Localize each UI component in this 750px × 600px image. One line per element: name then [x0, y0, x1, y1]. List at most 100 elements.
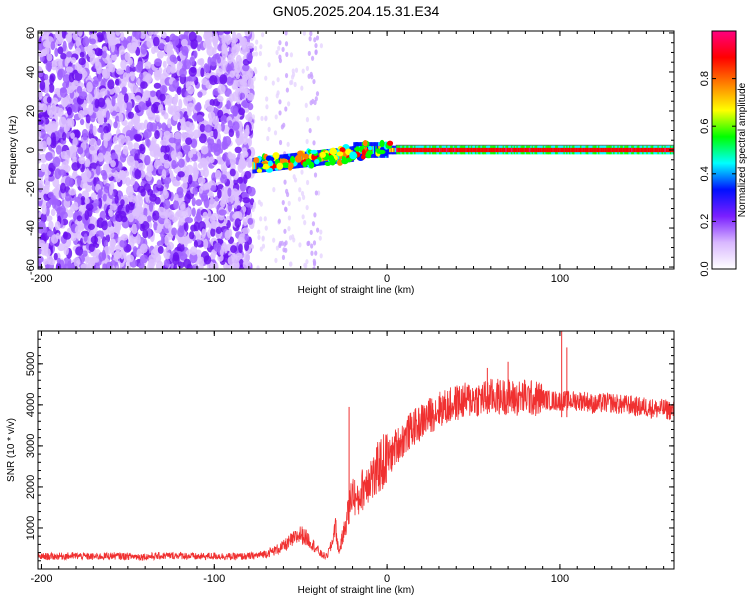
signal-cell [418, 147, 421, 153]
noise-blob [310, 74, 314, 80]
noise-blob [245, 157, 253, 168]
noise-blob [125, 135, 131, 146]
noise-blob [287, 215, 292, 221]
noise-blob [55, 262, 62, 269]
noise-blob [128, 57, 133, 66]
signal-cell [599, 147, 602, 153]
signal-cell [429, 147, 432, 153]
noise-blob [221, 186, 227, 197]
noise-blob [283, 179, 287, 185]
signal-cell [604, 147, 608, 153]
signal-blob [377, 149, 386, 155]
signal-cell [408, 147, 411, 153]
signal-cell [459, 147, 462, 153]
noise-blob [95, 165, 101, 176]
noise-blob [212, 143, 222, 152]
noise-blob [213, 242, 222, 253]
noise-blob [115, 244, 121, 253]
noise-blob [174, 193, 179, 201]
noise-blob [278, 139, 283, 146]
noise-blob [105, 110, 110, 120]
signal-blob [341, 158, 349, 165]
noise-blob [88, 243, 95, 252]
noise-blob [220, 115, 228, 125]
noise-blob [301, 214, 305, 220]
signal-cell [546, 147, 549, 153]
noise-blob [63, 263, 70, 269]
signal-cell [658, 147, 661, 153]
noise-blob [148, 201, 154, 212]
signal-cell [255, 161, 258, 170]
signal-cell [450, 147, 453, 153]
noise-blob [157, 245, 164, 254]
signal-blob [302, 161, 308, 168]
noise-blob [264, 116, 268, 122]
noise-blob [146, 215, 152, 223]
noise-blob [217, 31, 224, 36]
signal-cell [643, 147, 646, 153]
signal-cell [662, 147, 666, 153]
noise-blob [76, 175, 82, 187]
signal-blob [253, 157, 260, 164]
signal-cell [553, 147, 556, 153]
noise-blob [309, 100, 313, 106]
noise-blob [307, 50, 311, 57]
noise-blob [79, 118, 85, 126]
noise-blob [86, 81, 93, 93]
noise-blob [228, 128, 235, 138]
signal-cell [420, 147, 424, 153]
noise-blob [290, 79, 294, 85]
y-tick-label: -60 [25, 259, 37, 275]
noise-blob [138, 262, 145, 269]
noise-blob [192, 187, 198, 195]
noise-blob [178, 215, 185, 226]
noise-blob [130, 72, 135, 82]
noise-blob [50, 104, 57, 115]
noise-blob [284, 72, 289, 79]
signal-cell [490, 147, 493, 153]
noise-blob [38, 232, 41, 241]
noise-blob [289, 261, 293, 267]
noise-blob [207, 138, 215, 146]
noise-blob [138, 216, 144, 225]
noise-blob [300, 190, 305, 197]
noise-blob [282, 247, 286, 253]
noise-blob [219, 74, 228, 85]
y-tick-label: -40 [25, 220, 37, 236]
signal-cell [483, 147, 486, 153]
signal-cell [387, 147, 390, 153]
noise-blob [159, 93, 166, 102]
noise-blob [304, 102, 308, 108]
noise-blob [172, 180, 181, 187]
noise-blob [85, 113, 91, 124]
noise-blob [212, 116, 220, 125]
noise-blob [274, 114, 278, 120]
noise-blob [284, 31, 288, 36]
noise-blob [309, 31, 313, 37]
y-tick-label: 5000 [25, 352, 37, 376]
signal-cell [526, 147, 529, 153]
noise-blob [38, 90, 43, 100]
noise-blob [161, 122, 167, 131]
noise-blob [79, 203, 88, 214]
noise-blob [184, 217, 194, 224]
noise-blob [139, 254, 149, 264]
noise-blob [118, 113, 124, 123]
noise-blob [168, 84, 176, 92]
noise-blob [161, 169, 167, 180]
noise-blob [282, 122, 286, 128]
signal-cell [653, 147, 656, 153]
signal-cell [524, 147, 527, 153]
noise-blob [242, 197, 251, 204]
noise-blob [46, 96, 52, 104]
noise-blob [70, 263, 76, 269]
signal-cell [488, 147, 491, 153]
noise-blob [183, 235, 190, 245]
snr-frame [37, 330, 675, 570]
noise-blob [172, 216, 178, 223]
noise-blob [231, 188, 239, 198]
noise-blob [310, 55, 315, 61]
snr-ylabel: SNR (10 * v/v) [6, 418, 17, 482]
y-tick-label: 60 [25, 27, 37, 39]
noise-blob [178, 158, 185, 168]
